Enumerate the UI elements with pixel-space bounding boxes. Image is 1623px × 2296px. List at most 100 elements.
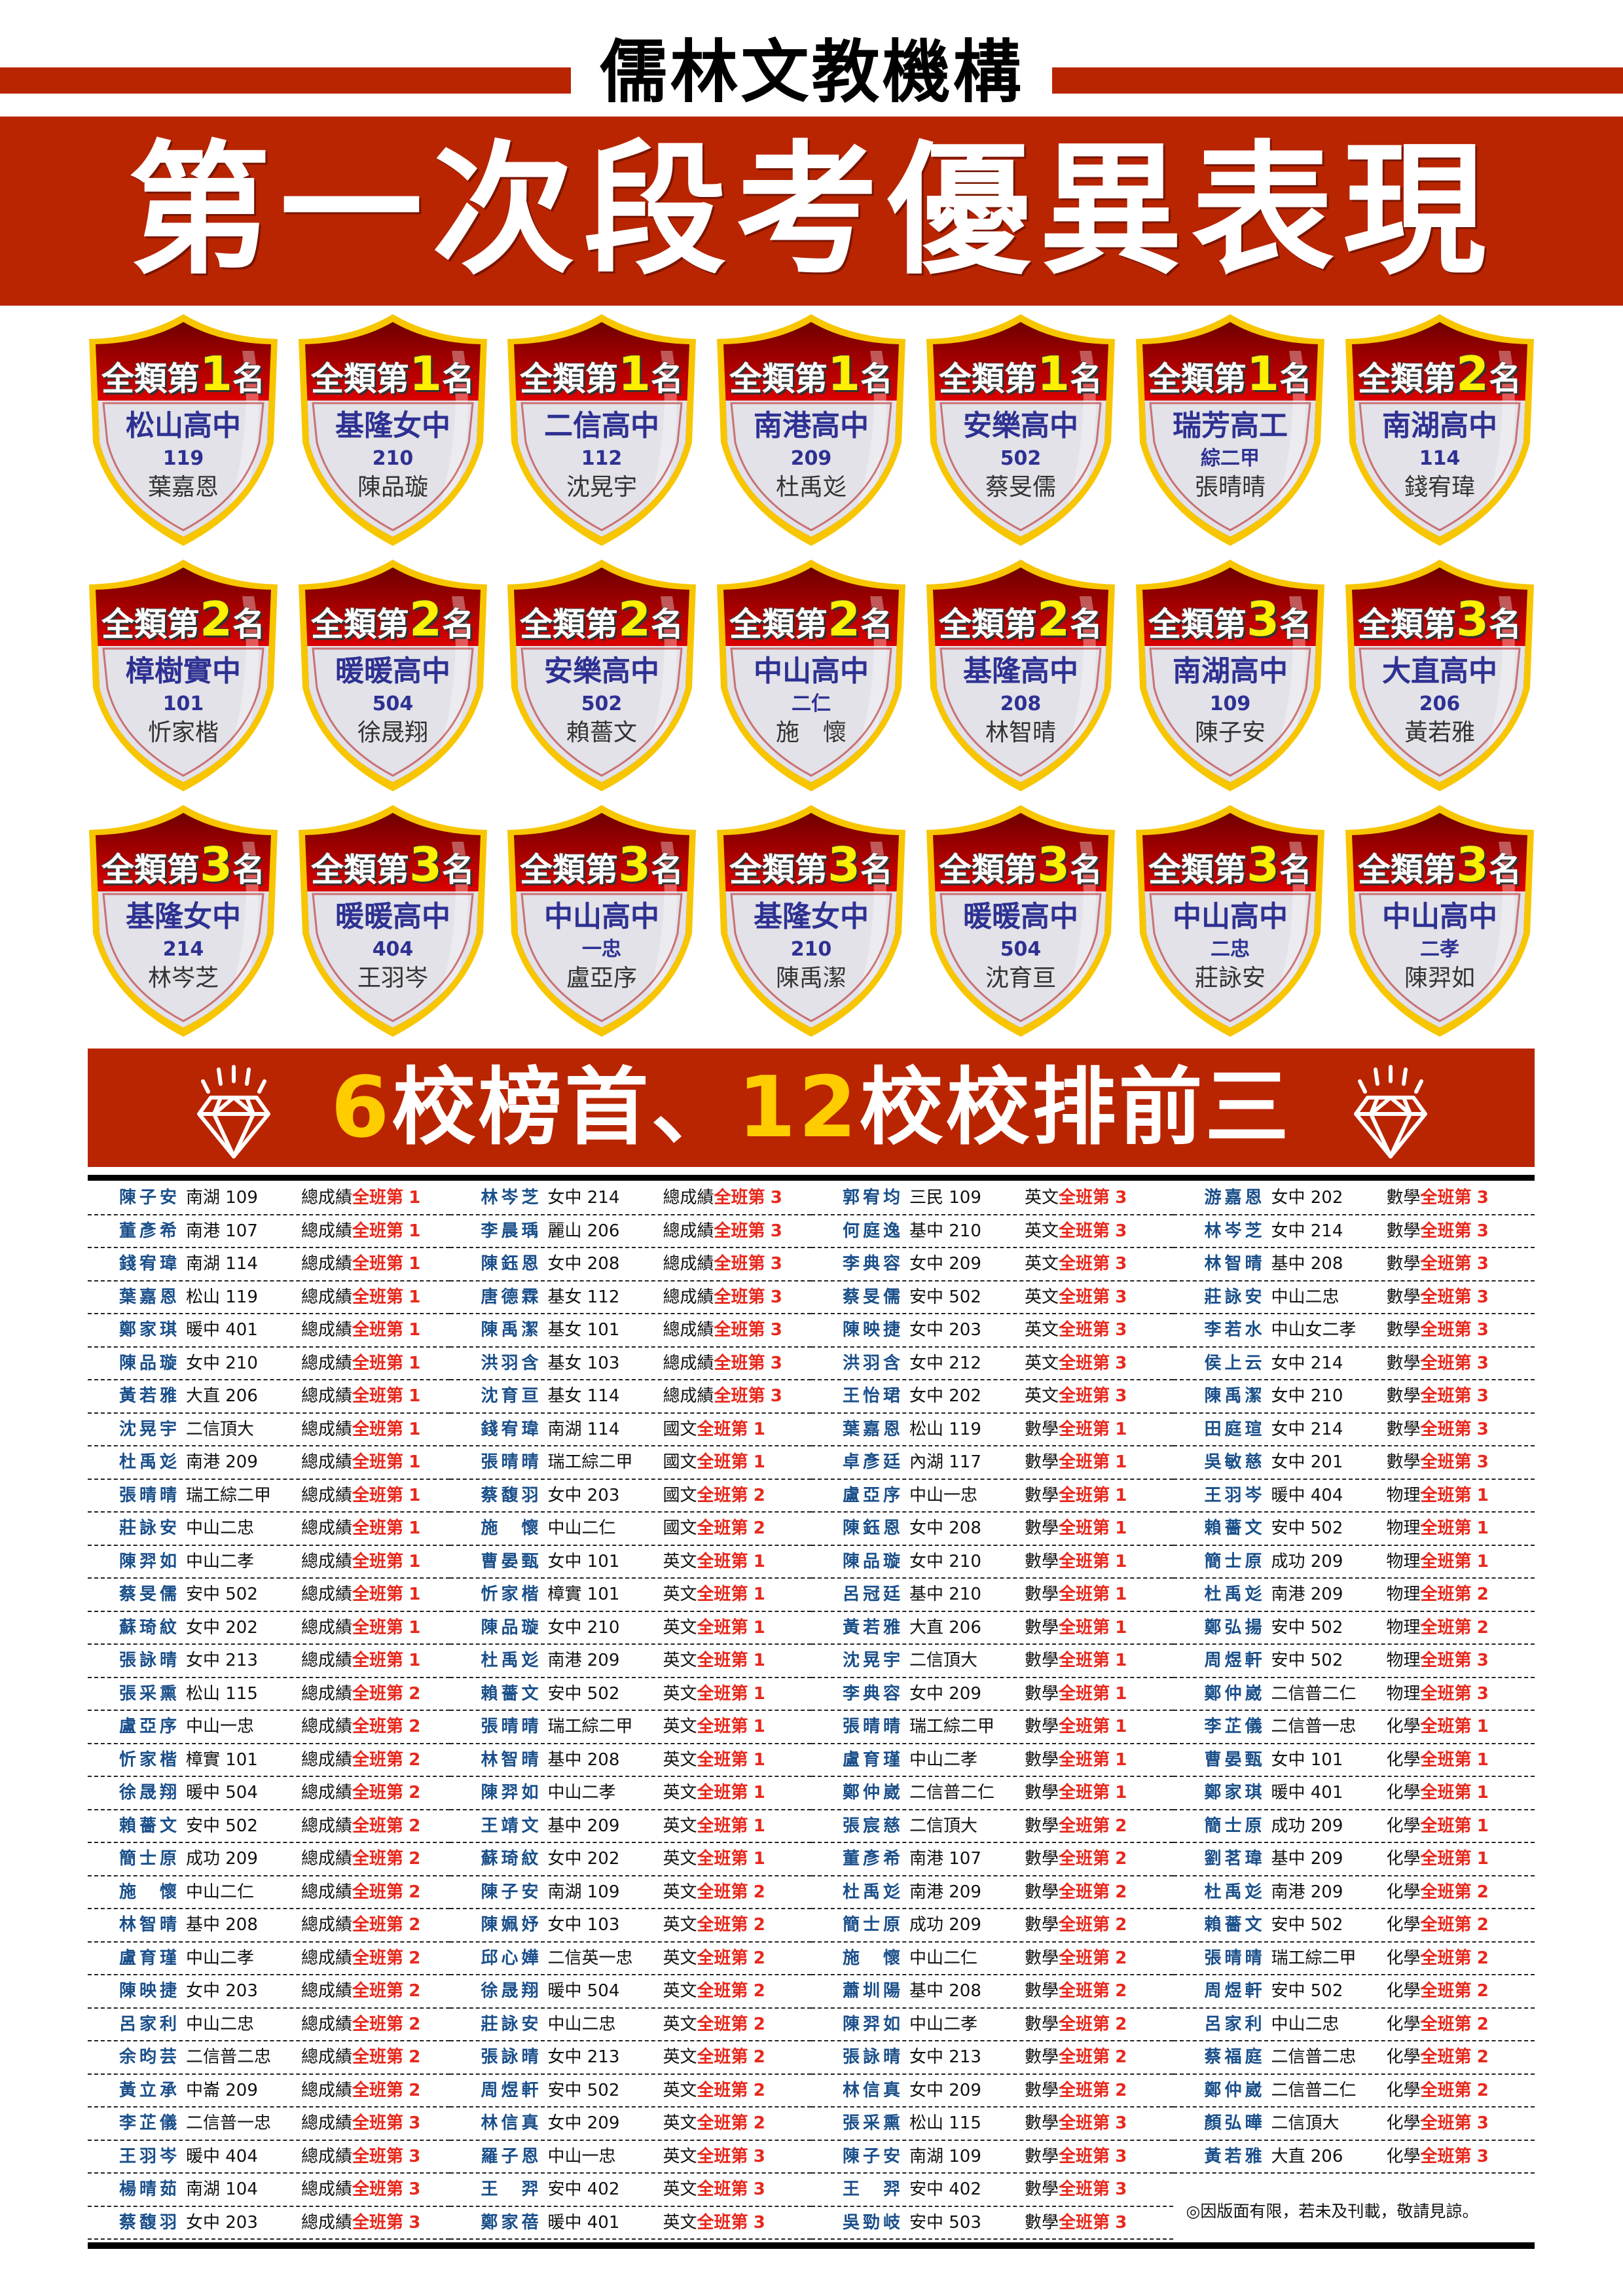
table-row: 杜禹彣 南港 209 英文全班第 1 bbox=[449, 1645, 811, 1678]
award-rank: 3 bbox=[1115, 2212, 1127, 2233]
table-row: 羅子恩 中山一忠 英文全班第 3 bbox=[449, 2141, 811, 2174]
award: 總成績全班第 2 bbox=[301, 1876, 420, 1908]
award: 總成績全班第 2 bbox=[301, 1777, 420, 1808]
award-rank: 1 bbox=[753, 1749, 765, 1770]
student-school-class: 中山女二孝 bbox=[1271, 1320, 1357, 1340]
table-row: 林智晴 基中 208 數學全班第 3 bbox=[1173, 1248, 1535, 1282]
student-school-class: 南湖 114 bbox=[186, 1254, 258, 1274]
award-label: 全班第 bbox=[352, 1783, 404, 1803]
student-school-class: 中山一忠 bbox=[547, 2146, 616, 2166]
award-subject: 物理 bbox=[1386, 1551, 1421, 1571]
table-row: 林智晴 基中 208 英文全班第 1 bbox=[449, 1744, 811, 1777]
award-subject: 化學 bbox=[1386, 2080, 1421, 2100]
table-row: 蔡馥羽 女中 203 國文全班第 2 bbox=[449, 1480, 811, 1513]
student-school-class: 基中 208 bbox=[186, 1915, 258, 1935]
award: 數學全班第 2 bbox=[1025, 2041, 1127, 2073]
student-name: 鄭仲崴 bbox=[1204, 2080, 1262, 2100]
table-row: 蘇琦紋 女中 202 英文全班第 1 bbox=[449, 1843, 811, 1876]
student-school-class: 安中 502 bbox=[909, 1287, 981, 1307]
student-school-class: 樟實 101 bbox=[186, 1749, 258, 1770]
student-name: 林岑芝 bbox=[1204, 1221, 1262, 1241]
shield-rank: 全類第3名 bbox=[1148, 837, 1313, 892]
award-rank: 3 bbox=[1476, 1221, 1489, 1241]
award-subject: 總成績 bbox=[301, 2212, 353, 2233]
table-column-group: 游嘉恩 女中 202 數學全班第 3 林岑芝 女中 214 數學全班第 3 林智… bbox=[1173, 1182, 1535, 2241]
award: 總成績全班第 1 bbox=[301, 1314, 420, 1346]
shield-class: 214 bbox=[162, 938, 204, 961]
award-label: 全班第 bbox=[1059, 1981, 1110, 2001]
student-school-class: 二信英一忠 bbox=[547, 1948, 633, 1968]
shield-icon bbox=[89, 560, 278, 791]
diamond-icon bbox=[197, 1065, 270, 1158]
award-label: 全班第 bbox=[697, 1882, 748, 1902]
student-school-class: 瑞工綜二甲 bbox=[547, 1452, 633, 1472]
award-shield: 全類第3名 中山高中 二孝 陳羿如 bbox=[1341, 802, 1538, 1038]
student-name: 周煜軒 bbox=[1204, 1981, 1262, 2001]
title-banner: 第一次段考優異表現 bbox=[0, 117, 1623, 306]
student-school-class: 南湖 109 bbox=[186, 1188, 258, 1208]
shield-icon bbox=[299, 805, 487, 1037]
student-school-class: 安中 402 bbox=[547, 2179, 620, 2199]
student-name: 盧亞序 bbox=[843, 1485, 900, 1505]
table-row: 陳映捷 女中 203 總成績全班第 2 bbox=[88, 1975, 450, 2009]
table-row: 賴薔文 安中 502 物理全班第 1 bbox=[1173, 1513, 1535, 1546]
table-row: 張晴晴 瑞工綜二甲 英文全班第 1 bbox=[449, 1711, 811, 1744]
award-label: 全班第 bbox=[1420, 1452, 1472, 1472]
award: 數學全班第 2 bbox=[1025, 1975, 1127, 2007]
award: 總成績全班第 3 bbox=[663, 1215, 782, 1247]
award-rank: 3 bbox=[1115, 1254, 1127, 1274]
table-row: 陳子安 南湖 109 總成績全班第 1 bbox=[88, 1182, 450, 1215]
shield-rank: 全類第3名 bbox=[101, 837, 266, 892]
award-rank: 1 bbox=[1476, 1849, 1489, 1869]
award: 總成績全班第 2 bbox=[301, 1744, 420, 1776]
award-label: 全班第 bbox=[1059, 1287, 1110, 1307]
student-school-class: 女中 213 bbox=[547, 2047, 620, 2067]
award: 物理全班第 1 bbox=[1387, 1480, 1489, 1511]
shield-rank: 全類第2名 bbox=[519, 592, 684, 647]
student-name: 李芷儀 bbox=[1204, 1717, 1262, 1736]
student-school-class: 中山二忠 bbox=[1271, 2014, 1340, 2034]
award: 總成績全班第 1 bbox=[301, 1348, 420, 1379]
table-row: 陳羿如 中山二孝 總成績全班第 1 bbox=[88, 1546, 450, 1579]
award-label: 全班第 bbox=[714, 1188, 765, 1208]
award-subject: 總成績 bbox=[301, 2113, 353, 2133]
student-name: 賴薔文 bbox=[119, 1816, 177, 1836]
award-label: 全班第 bbox=[1420, 2146, 1472, 2166]
award-label: 全班第 bbox=[1420, 2113, 1472, 2133]
award-subject: 數學 bbox=[1025, 2047, 1059, 2067]
award-label: 全班第 bbox=[697, 1518, 748, 1538]
award: 數學全班第 3 bbox=[1387, 1182, 1489, 1213]
award-label: 全班第 bbox=[1059, 1419, 1110, 1439]
award-subject: 數學 bbox=[1025, 1717, 1059, 1736]
award-label: 全班第 bbox=[1059, 1518, 1110, 1538]
award-rank: 2 bbox=[1115, 2047, 1127, 2067]
table-row: 張詠晴 女中 213 英文全班第 2 bbox=[449, 2041, 811, 2075]
award: 英文全班第 2 bbox=[663, 2075, 765, 2106]
shield-student-name: 陳羿如 bbox=[1404, 965, 1475, 992]
student-school-class: 南湖 104 bbox=[186, 2179, 258, 2199]
award-rank: 1 bbox=[409, 1254, 421, 1274]
shield-student-name: 忻家楷 bbox=[147, 719, 219, 746]
award-label: 全班第 bbox=[697, 2113, 748, 2133]
award-rank: 2 bbox=[753, 1518, 765, 1538]
award: 數學全班第 3 bbox=[1025, 2207, 1127, 2238]
table-row: 忻家楷 樟實 101 英文全班第 1 bbox=[449, 1579, 811, 1612]
award-label: 全班第 bbox=[1420, 1419, 1472, 1439]
student-name: 洪羽含 bbox=[481, 1353, 539, 1373]
award-subject: 數學 bbox=[1025, 1419, 1059, 1439]
award: 數學全班第 2 bbox=[1025, 1876, 1127, 1908]
student-school-class: 中山一忠 bbox=[186, 1717, 255, 1736]
award-shield: 全類第1名 二信高中 112 沈晃宇 bbox=[503, 312, 700, 547]
shield-class: 112 bbox=[581, 447, 623, 470]
award: 總成績全班第 2 bbox=[301, 2041, 420, 2073]
award-rank: 1 bbox=[1115, 1783, 1127, 1803]
table-row: 董彥希 南港 107 數學全班第 2 bbox=[811, 1843, 1173, 1876]
award: 數學全班第 1 bbox=[1025, 1546, 1127, 1577]
table-row: 鄭仲崴 二信普二仁 數學全班第 1 bbox=[811, 1777, 1173, 1810]
award-subject: 英文 bbox=[663, 1617, 697, 1638]
award: 總成績全班第 1 bbox=[301, 1248, 420, 1280]
student-name: 何庭逸 bbox=[843, 1221, 900, 1241]
student-school-class: 成功 209 bbox=[1271, 1551, 1343, 1571]
award-subject: 數學 bbox=[1386, 1254, 1421, 1274]
student-name: 王靖文 bbox=[481, 1816, 539, 1836]
